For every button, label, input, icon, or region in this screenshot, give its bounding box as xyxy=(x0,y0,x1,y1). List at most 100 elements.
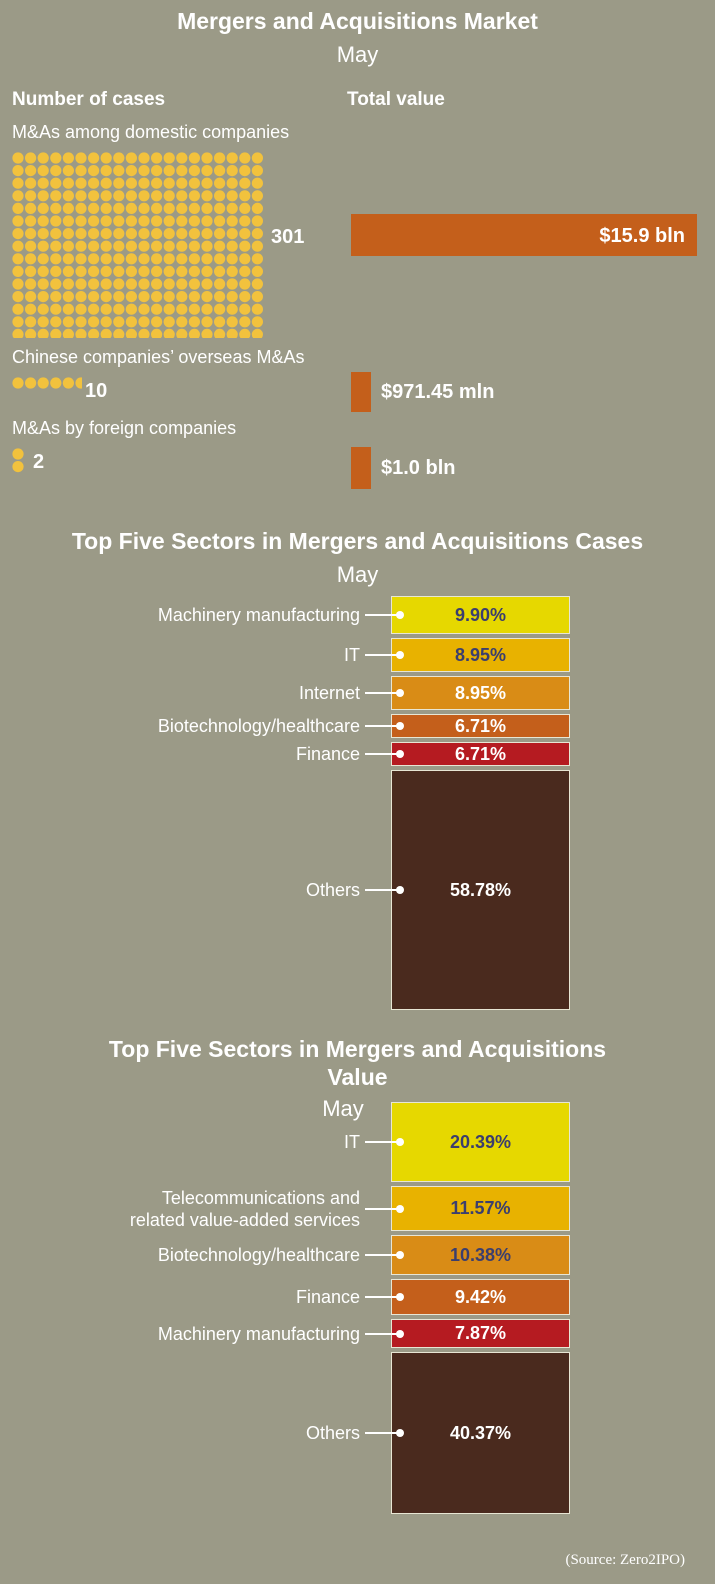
case-dot xyxy=(226,328,238,338)
case-dot xyxy=(226,265,238,277)
case-dot xyxy=(88,165,100,177)
case-dot xyxy=(138,328,150,338)
count-label-foreign: 2 xyxy=(33,451,45,473)
case-dot xyxy=(37,303,49,315)
case-dot xyxy=(163,240,175,252)
case-dot xyxy=(75,190,87,202)
case-dot xyxy=(125,190,137,202)
case-dot xyxy=(75,152,87,164)
case-dot xyxy=(188,202,200,214)
case-dot xyxy=(125,316,137,328)
case-dot xyxy=(125,240,137,252)
case-dot xyxy=(214,165,226,177)
case-dot xyxy=(176,165,188,177)
case-dot xyxy=(188,228,200,240)
case-dot xyxy=(12,265,24,277)
case-dot xyxy=(125,202,137,214)
case-dot xyxy=(12,215,24,227)
case-dot xyxy=(12,228,24,240)
case-dot xyxy=(25,377,37,389)
leader-line xyxy=(365,889,400,891)
case-dot xyxy=(100,152,112,164)
case-dot xyxy=(37,291,49,303)
leader-dot xyxy=(396,1329,404,1338)
market-subtitle: May xyxy=(336,42,379,67)
case-dot xyxy=(201,215,213,227)
count-label-domestic: 301 xyxy=(271,226,305,248)
cases-column-header: Number of cases xyxy=(12,89,166,110)
case-dot xyxy=(251,253,263,265)
case-dot xyxy=(251,328,263,338)
case-dot xyxy=(176,303,188,315)
sector-label-group: Others xyxy=(306,1422,360,1444)
case-dot xyxy=(151,152,163,164)
leader-line xyxy=(365,753,400,755)
case-dot xyxy=(75,165,87,177)
sector-label: Finance xyxy=(295,744,360,764)
sector-label-group: IT xyxy=(344,1131,360,1153)
case-dot xyxy=(62,228,74,240)
case-dot xyxy=(113,265,125,277)
case-dot xyxy=(113,291,125,303)
source-note: (Source: Zero2IPO) xyxy=(565,1552,685,1568)
case-dot xyxy=(176,278,188,290)
case-dot xyxy=(50,291,62,303)
case-dot xyxy=(188,253,200,265)
sector-label: Others xyxy=(305,1423,360,1443)
case-dot xyxy=(188,278,200,290)
case-dot xyxy=(214,190,226,202)
count-label-overseas: 10 xyxy=(85,380,108,402)
case-dot xyxy=(138,316,150,328)
sector-label-group: Finance xyxy=(296,1286,360,1308)
case-dot xyxy=(125,291,137,303)
case-dot xyxy=(100,190,112,202)
case-dot xyxy=(239,278,251,290)
case-dot xyxy=(12,303,24,315)
sector-segment: 8.95% xyxy=(391,676,570,710)
leader-dot xyxy=(396,750,404,758)
case-dot xyxy=(138,240,150,252)
case-dot xyxy=(226,316,238,328)
case-dot xyxy=(251,202,263,214)
case-dot xyxy=(12,316,24,328)
case-dot xyxy=(113,316,125,328)
case-dot xyxy=(37,190,49,202)
case-dot xyxy=(125,303,137,315)
case-dot xyxy=(151,328,163,338)
row-label-overseas: Chinese companies’ overseas M&As xyxy=(12,347,305,367)
value-label-domestic: $15.9 bln xyxy=(599,225,685,247)
sector-label: IT xyxy=(344,645,360,665)
case-dot xyxy=(251,265,263,277)
leader-dot xyxy=(396,886,404,894)
case-dot xyxy=(25,278,37,290)
sector-label-group: Others xyxy=(306,879,360,901)
case-dot xyxy=(100,303,112,315)
case-dot xyxy=(62,316,74,328)
leader-dot xyxy=(396,689,404,697)
case-dot xyxy=(188,152,200,164)
case-dot xyxy=(138,165,150,177)
case-dot xyxy=(239,265,251,277)
case-dot xyxy=(251,278,263,290)
case-dot xyxy=(125,228,137,240)
case-dot xyxy=(100,278,112,290)
value-bar-overseas xyxy=(351,372,371,412)
value-title-line1: Top Five Sectors in Mergers and Acquisit… xyxy=(108,1036,607,1062)
sector-segment: 40.37% xyxy=(391,1352,570,1514)
case-dot xyxy=(163,265,175,277)
case-dot xyxy=(176,190,188,202)
case-dot xyxy=(188,265,200,277)
case-dot xyxy=(176,328,188,338)
case-dot xyxy=(37,152,49,164)
sector-label: Others xyxy=(305,880,360,900)
case-dot xyxy=(75,202,87,214)
case-dot xyxy=(37,240,49,252)
case-dot xyxy=(201,202,213,214)
case-dot xyxy=(226,253,238,265)
case-dot xyxy=(151,190,163,202)
sector-label: IT xyxy=(344,1132,360,1152)
case-dot xyxy=(188,303,200,315)
sector-segment: 7.87% xyxy=(391,1319,570,1348)
case-dot xyxy=(251,215,263,227)
case-dot xyxy=(50,240,62,252)
